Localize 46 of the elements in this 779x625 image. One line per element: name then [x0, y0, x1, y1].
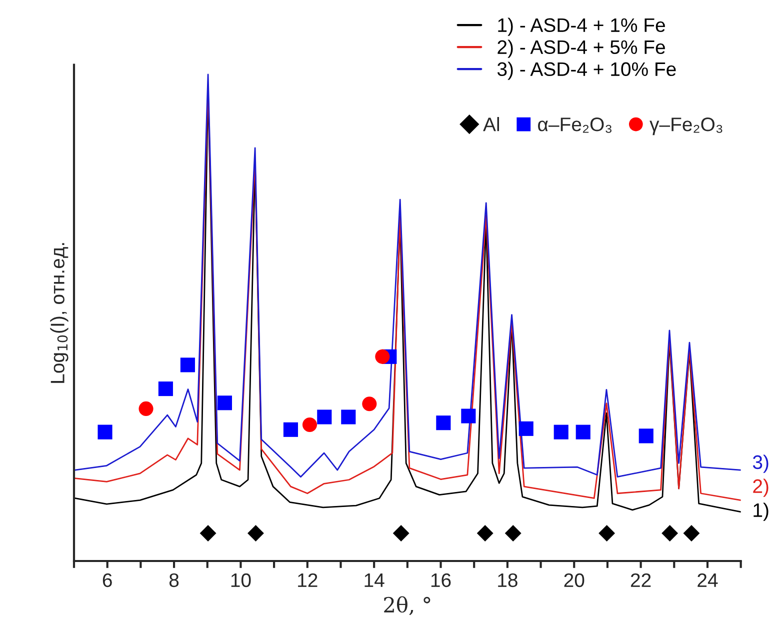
x-tick-label: 8	[169, 573, 179, 588]
legend-label: γ–Fe₂O₃	[650, 118, 722, 136]
point	[461, 408, 476, 424]
point	[554, 424, 568, 440]
point	[436, 416, 451, 430]
point	[317, 410, 332, 424]
point	[576, 424, 590, 440]
x-axis-title: 2θ, °	[384, 596, 430, 616]
point	[247, 525, 264, 542]
x-tick-label: 12	[298, 573, 318, 587]
legend-label: 1) - ASD-4 + 1% Fe	[498, 18, 665, 36]
point	[302, 417, 318, 432]
legend-label: α–Fe₂O₃	[538, 118, 612, 133]
x-tick-label: 22	[630, 573, 651, 587]
x-tick-label: 10	[231, 573, 251, 588]
x-tick-label: 20	[564, 573, 584, 588]
point	[638, 428, 654, 444]
point	[662, 525, 678, 542]
point	[683, 525, 700, 542]
x-tick-label: 16	[431, 573, 451, 588]
point	[200, 525, 216, 542]
x-tick-label: 24	[698, 573, 718, 587]
point	[98, 424, 112, 440]
text: 1)	[754, 502, 768, 521]
x-tick-label: 18	[498, 573, 518, 588]
point	[392, 525, 410, 542]
point	[180, 358, 195, 372]
point	[158, 381, 173, 396]
point	[375, 349, 390, 364]
text: 2)	[753, 478, 768, 497]
legend-label: 2) - ASD-4 + 5% Fe	[498, 40, 665, 58]
point	[217, 396, 232, 410]
point	[362, 396, 377, 412]
point	[518, 421, 534, 436]
y-axis-title: Log$_{10}$(I), отн.ед.	[50, 243, 68, 383]
point	[341, 410, 356, 424]
point	[504, 525, 522, 542]
point	[283, 422, 298, 437]
point	[476, 525, 494, 542]
x-tick-label: 6	[102, 573, 112, 588]
text: 3)	[752, 454, 768, 473]
point	[598, 525, 616, 542]
x-tick-label: 14	[364, 574, 384, 587]
point	[138, 401, 154, 416]
legend-label: Al	[483, 116, 499, 132]
legend-label: 3) - ASD-4 + 10% Fe	[497, 62, 676, 80]
